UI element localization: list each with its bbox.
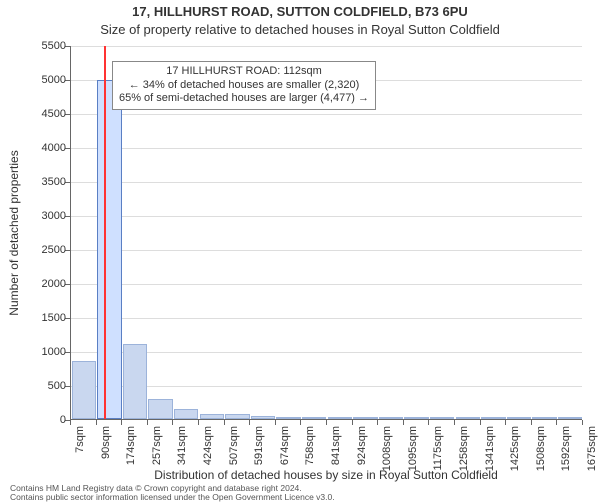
xtick-label: 1341sqm (484, 426, 496, 486)
xtick-label: 1592sqm (560, 426, 572, 486)
histogram-bar (200, 414, 225, 419)
ytick-label: 500 (26, 380, 66, 392)
xtick-mark (249, 420, 250, 425)
histogram-bar (123, 344, 148, 419)
histogram-bar (430, 417, 455, 419)
xtick-label: 257sqm (151, 426, 163, 486)
histogram-bar (276, 417, 301, 419)
xtick-label: 174sqm (125, 426, 137, 486)
gridline (71, 318, 582, 319)
ytick-label: 2500 (26, 244, 66, 256)
xtick-mark (377, 420, 378, 425)
histogram-bar (148, 399, 173, 419)
xtick-label: 90sqm (100, 426, 112, 486)
ytick-label: 4500 (26, 108, 66, 120)
xtick-mark (96, 420, 97, 425)
histogram-bar (72, 361, 97, 419)
xtick-mark (326, 420, 327, 425)
xtick-mark (275, 420, 276, 425)
xtick-mark (172, 420, 173, 425)
xtick-label: 758sqm (304, 426, 316, 486)
histogram-bar (328, 417, 353, 419)
xtick-mark (556, 420, 557, 425)
gridline (71, 182, 582, 183)
plot-area: 17 HILLHURST ROAD: 112sqm← 34% of detach… (70, 46, 582, 420)
histogram-bar (302, 417, 327, 419)
xtick-label: 507sqm (228, 426, 240, 486)
xtick-label: 1095sqm (407, 426, 419, 486)
xtick-mark (198, 420, 199, 425)
xtick-mark (428, 420, 429, 425)
xtick-label: 841sqm (330, 426, 342, 486)
histogram-bar (97, 80, 122, 419)
gridline (71, 250, 582, 251)
xtick-label: 1175sqm (432, 426, 444, 486)
histogram-bar (379, 417, 404, 419)
xtick-mark (454, 420, 455, 425)
y-axis-label-wrap: Number of detached properties (0, 46, 20, 420)
ytick-label: 4000 (26, 142, 66, 154)
marker-line (104, 46, 106, 419)
histogram-bar (507, 417, 532, 419)
xtick-label: 1508sqm (535, 426, 547, 486)
xtick-label: 341sqm (176, 426, 188, 486)
gridline (71, 284, 582, 285)
gridline (71, 352, 582, 353)
xtick-mark (121, 420, 122, 425)
gridline (71, 216, 582, 217)
title-sub: Size of property relative to detached ho… (0, 22, 600, 37)
ytick-label: 1500 (26, 312, 66, 324)
ytick-label: 3000 (26, 210, 66, 222)
title-main: 17, HILLHURST ROAD, SUTTON COLDFIELD, B7… (0, 4, 600, 19)
y-axis-label: Number of detached properties (7, 150, 21, 315)
histogram-bar (532, 417, 557, 419)
xtick-label: 591sqm (253, 426, 265, 486)
x-axis-label: Distribution of detached houses by size … (70, 468, 582, 482)
ytick-label: 3500 (26, 176, 66, 188)
xtick-label: 7sqm (74, 426, 86, 486)
chart-container: { "titles": { "main": "17, HILLHURST ROA… (0, 0, 600, 500)
gridline (71, 148, 582, 149)
histogram-bar (404, 417, 429, 419)
xtick-mark (352, 420, 353, 425)
xtick-mark (505, 420, 506, 425)
xtick-mark (147, 420, 148, 425)
annotation-box: 17 HILLHURST ROAD: 112sqm← 34% of detach… (112, 61, 376, 110)
xtick-label: 1008sqm (381, 426, 393, 486)
ytick-label: 0 (26, 414, 66, 426)
xtick-label: 674sqm (279, 426, 291, 486)
xtick-mark (403, 420, 404, 425)
histogram-bar (558, 417, 583, 419)
xtick-mark (224, 420, 225, 425)
ytick-label: 2000 (26, 278, 66, 290)
gridline (71, 46, 582, 47)
xtick-label: 924sqm (356, 426, 368, 486)
histogram-bar (251, 416, 276, 419)
xtick-label: 1675sqm (586, 426, 598, 486)
histogram-bar (456, 417, 481, 419)
xtick-mark (582, 420, 583, 425)
annotation-line: 17 HILLHURST ROAD: 112sqm (119, 65, 369, 79)
xtick-mark (300, 420, 301, 425)
histogram-bar (225, 414, 250, 419)
xtick-label: 1425sqm (509, 426, 521, 486)
xtick-label: 1258sqm (458, 426, 470, 486)
xtick-label: 424sqm (202, 426, 214, 486)
xtick-mark (480, 420, 481, 425)
histogram-bar (481, 417, 506, 419)
xtick-mark (70, 420, 71, 425)
annotation-line: ← 34% of detached houses are smaller (2,… (119, 79, 369, 93)
annotation-line: 65% of semi-detached houses are larger (… (119, 92, 369, 106)
gridline (71, 114, 582, 115)
ytick-label: 5000 (26, 74, 66, 86)
xtick-mark (531, 420, 532, 425)
histogram-bar (353, 417, 378, 419)
ytick-label: 1000 (26, 346, 66, 358)
histogram-bar (174, 409, 199, 419)
ytick-label: 5500 (26, 40, 66, 52)
gridline (71, 386, 582, 387)
attribution-line2: Contains public sector information licen… (10, 492, 335, 502)
